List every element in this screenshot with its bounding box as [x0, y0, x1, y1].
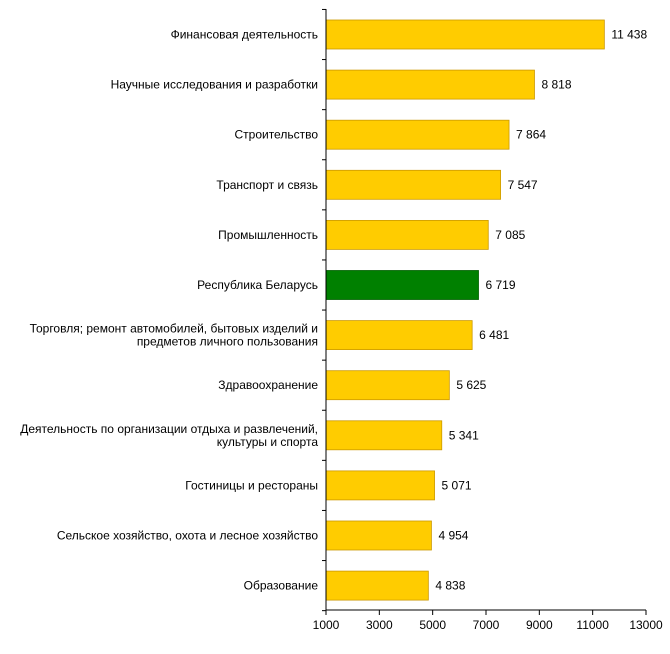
- x-tick-label: 1000: [313, 618, 340, 632]
- bar: [325, 370, 450, 401]
- bar: [325, 169, 501, 200]
- category-label: Сельское хозяйство, охота и лесное хозяй…: [57, 529, 318, 543]
- x-tick-label: 13000: [629, 618, 663, 632]
- category-label: Строительство: [234, 128, 318, 142]
- category-label: Образование: [244, 579, 319, 593]
- value-labels-group: 11 438 8 818 7 864 7 547 7 085 6 719 6 481 5 62…: [435, 28, 647, 593]
- value-label: 4 838: [435, 579, 465, 593]
- bar: [325, 570, 429, 601]
- bar: [325, 470, 435, 501]
- bar: [325, 219, 489, 250]
- x-tick-label: 11000: [576, 618, 609, 632]
- category-label: Транспорт и связь: [216, 178, 318, 192]
- value-label: 5 071: [442, 478, 472, 492]
- category-label: Промышленность: [218, 228, 318, 242]
- value-label: 5 625: [456, 378, 486, 392]
- x-tick-label: 5000: [419, 618, 446, 632]
- bar-highlight: [325, 270, 479, 300]
- category-label: Гостиницы и рестораны: [185, 478, 318, 492]
- bars-group: [325, 19, 605, 601]
- value-label: 11 438: [611, 28, 647, 42]
- category-label: Республика Беларусь: [197, 278, 318, 292]
- x-tick-label: 7000: [473, 618, 500, 632]
- value-label: 7 085: [495, 228, 525, 242]
- bar: [325, 19, 605, 50]
- x-axis: 1000 3000 5000 7000 9000 11000 13000: [313, 8, 663, 632]
- value-label: 6 481: [479, 328, 509, 342]
- value-label: 7 547: [508, 178, 538, 192]
- x-tick-label: 9000: [526, 618, 553, 632]
- bar: [325, 520, 432, 551]
- bar: [325, 119, 510, 150]
- bar: [325, 420, 443, 451]
- value-label: 5 341: [449, 428, 479, 442]
- category-label: Здравоохранение: [218, 378, 318, 392]
- x-tick-label: 3000: [366, 618, 393, 632]
- value-label: 8 818: [541, 78, 571, 92]
- category-label: Научные исследования и разработки: [111, 78, 318, 92]
- bar: [325, 320, 473, 351]
- category-label: Торговля; ремонт автомобилей, бытовых из…: [30, 322, 318, 349]
- category-labels-group: Финансовая деятельность Научные исследова…: [20, 28, 318, 593]
- value-label: 6 719: [486, 278, 516, 292]
- value-label: 4 954: [438, 529, 468, 543]
- category-label: Деятельность по организации отдыха и раз…: [20, 422, 318, 449]
- value-label: 7 864: [516, 128, 546, 142]
- category-label: Финансовая деятельность: [171, 28, 318, 42]
- bar: [325, 69, 535, 100]
